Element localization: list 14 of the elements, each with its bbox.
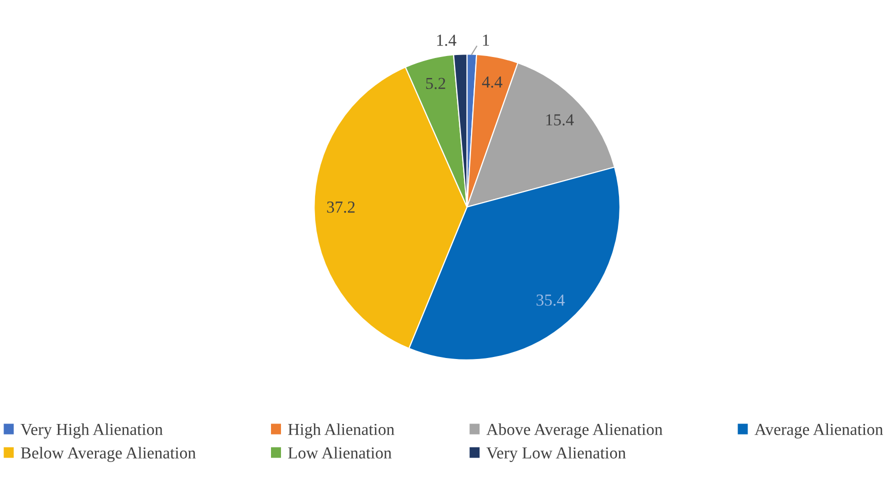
data-label: 15.4: [546, 114, 574, 126]
data-label: 1: [483, 34, 489, 46]
legend-label: Low Alienation: [288, 446, 392, 459]
legend-label: High Alienation: [288, 423, 394, 439]
legend-label: Average Alienation: [754, 423, 884, 439]
legend-label: Below Average Alienation: [20, 446, 196, 462]
data-label: 5.2: [426, 78, 446, 90]
data-label: 4.4: [482, 76, 502, 88]
data-label: 35.4: [536, 294, 565, 306]
data-label: 37.2: [327, 202, 355, 213]
legend-label: Very Low Alienation: [486, 446, 626, 462]
legend-label: Above Average Alienation: [486, 423, 663, 439]
legend-label: Very High Alienation: [20, 423, 163, 439]
data-label: 1.4: [437, 34, 456, 46]
